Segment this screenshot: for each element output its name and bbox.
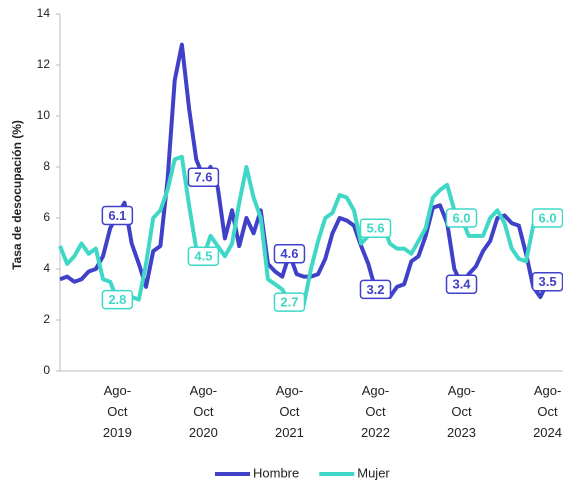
- value-label-box: [273, 243, 306, 264]
- x-tick-label: Ago-Oct 2024: [533, 383, 562, 440]
- y-tick-label: 4: [43, 261, 50, 275]
- value-label: 2.7: [280, 295, 298, 310]
- value-label-box: [359, 218, 392, 238]
- value-label: 3.2: [366, 282, 384, 297]
- legend-label: Mujer: [357, 465, 390, 480]
- value-label-box: [445, 274, 478, 295]
- value-label-box: [445, 208, 478, 228]
- y-tick-label: 10: [37, 108, 51, 122]
- value-label-box: [273, 292, 306, 312]
- y-tick-label: 2: [43, 312, 50, 326]
- value-label: 2.8: [108, 292, 126, 307]
- x-tick-label: Ago-Oct 2021: [274, 383, 304, 440]
- value-label: 3.5: [539, 274, 557, 289]
- y-tick-label: 0: [43, 363, 50, 377]
- x-tick-label: Ago-Oct 2023: [447, 383, 476, 440]
- y-tick-label: 6: [43, 210, 50, 224]
- value-label: 5.6: [366, 221, 384, 236]
- y-tick-label: 12: [37, 57, 51, 71]
- y-axis-label: Tasa de desocupación (%): [10, 120, 24, 270]
- value-label-box: [187, 167, 220, 187]
- value-label: 4.6: [280, 246, 298, 261]
- value-label: 3.4: [452, 277, 471, 292]
- value-label-box: [101, 289, 134, 310]
- value-label-box: [359, 279, 392, 300]
- y-tick-label: 14: [37, 6, 51, 20]
- value-label: 6.0: [452, 210, 470, 225]
- x-tick-label: Ago-Oct 2022: [361, 383, 390, 440]
- x-tick-label: Ago-Oct 2019: [102, 383, 132, 440]
- value-label: 4.5: [194, 249, 212, 264]
- x-tick-label: Ago-Oct 2020: [188, 383, 218, 440]
- value-label: 7.6: [194, 170, 212, 185]
- value-label: 6.0: [539, 210, 557, 225]
- value-label-box: [101, 205, 134, 226]
- y-tick-label: 8: [43, 159, 50, 173]
- value-label-box: [187, 246, 220, 266]
- value-label: 6.1: [108, 208, 126, 223]
- legend-label: Hombre: [253, 465, 299, 480]
